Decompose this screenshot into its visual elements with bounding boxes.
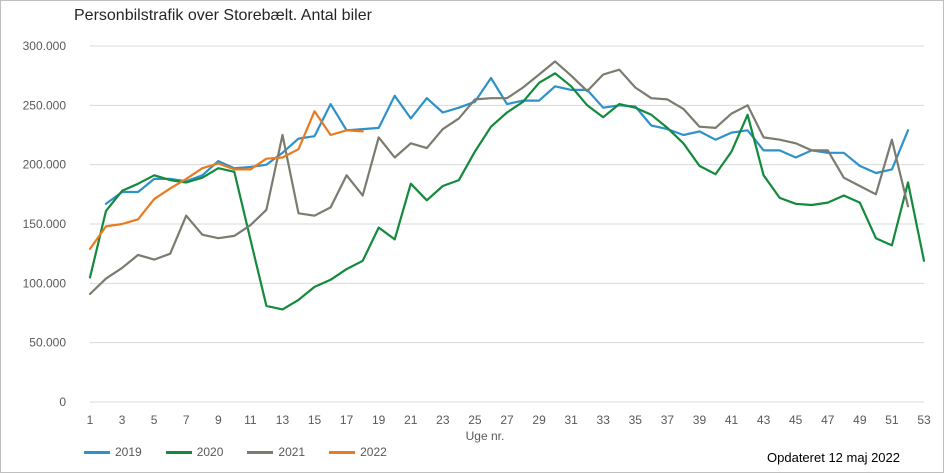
x-tick-label: 17 [340, 413, 354, 427]
legend: 2019 2020 2021 2022 [84, 445, 387, 459]
legend-label-2021: 2021 [278, 445, 306, 459]
series-line-2019 [104, 76, 910, 205]
y-tick-label: 100.000 [23, 276, 67, 290]
legend-item-2021: 2021 [247, 445, 305, 459]
series-lines [88, 60, 926, 311]
y-tick-label: 50.000 [29, 336, 66, 350]
x-tick-label: 21 [404, 413, 418, 427]
y-tick-label: 150.000 [23, 217, 67, 231]
x-tick-label: 11 [244, 413, 257, 427]
x-tick-label: 45 [789, 413, 803, 427]
x-tick-label: 3 [119, 413, 126, 427]
x-tick-label: 37 [661, 413, 675, 427]
legend-item-2020: 2020 [165, 445, 224, 459]
y-tick-label: 0 [59, 395, 66, 409]
x-tick-label: 47 [821, 413, 835, 427]
gridlines [90, 45, 924, 403]
y-tick-label: 200.000 [23, 158, 67, 172]
legend-item-2019: 2019 [84, 445, 142, 459]
legend-swatch-2021 [247, 450, 274, 454]
x-tick-label: 5 [151, 413, 158, 427]
x-tick-label: 53 [917, 413, 931, 427]
x-tick-label: 27 [500, 413, 514, 427]
legend-label-2019: 2019 [115, 445, 142, 459]
chart-title: Personbilstrafik over Storebælt. Antal b… [74, 7, 372, 24]
x-tick-label: 13 [276, 413, 290, 427]
x-tick-label: 49 [853, 413, 867, 427]
legend-item-2022: 2022 [329, 445, 387, 459]
legend-label-2022: 2022 [360, 445, 387, 459]
x-tick-label: 25 [468, 413, 482, 427]
y-tick-label: 300.000 [23, 39, 67, 53]
x-tick-label: 35 [629, 413, 643, 427]
legend-label-2020: 2020 [196, 445, 224, 459]
y-tick-label: 250.000 [23, 98, 67, 112]
x-tick-label: 41 [725, 413, 739, 427]
legend-swatch-2019 [84, 450, 110, 454]
x-axis-ticks: 1 3 5 7 9 11 13 15 17 19 21 23 25 27 29 31 33 35 37 39 41 43 4… [87, 413, 931, 427]
updated-note: Opdateret 12 maj 2022 [767, 450, 900, 465]
series-line-2021 [88, 60, 910, 296]
series-line-2020 [88, 72, 926, 311]
x-axis-label: Uge nr. [466, 429, 505, 443]
legend-swatch-2020 [165, 450, 192, 454]
y-axis-ticks: 0 50.000 100.000 150.000 200.000 250.000 300.0… [23, 39, 67, 409]
legend-swatch-2022 [329, 450, 356, 454]
x-tick-label: 33 [597, 413, 611, 427]
x-tick-label: 1 [87, 413, 94, 427]
x-tick-label: 9 [215, 413, 222, 427]
x-tick-label: 15 [308, 413, 322, 427]
x-tick-label: 31 [564, 413, 578, 427]
x-tick-label: 29 [532, 413, 546, 427]
x-tick-label: 19 [372, 413, 386, 427]
x-tick-label: 43 [757, 413, 771, 427]
x-tick-label: 7 [183, 413, 190, 427]
x-tick-label: 39 [693, 413, 707, 427]
x-tick-label: 51 [885, 413, 899, 427]
x-tick-label: 23 [436, 413, 450, 427]
series-line-2022 [88, 110, 364, 250]
